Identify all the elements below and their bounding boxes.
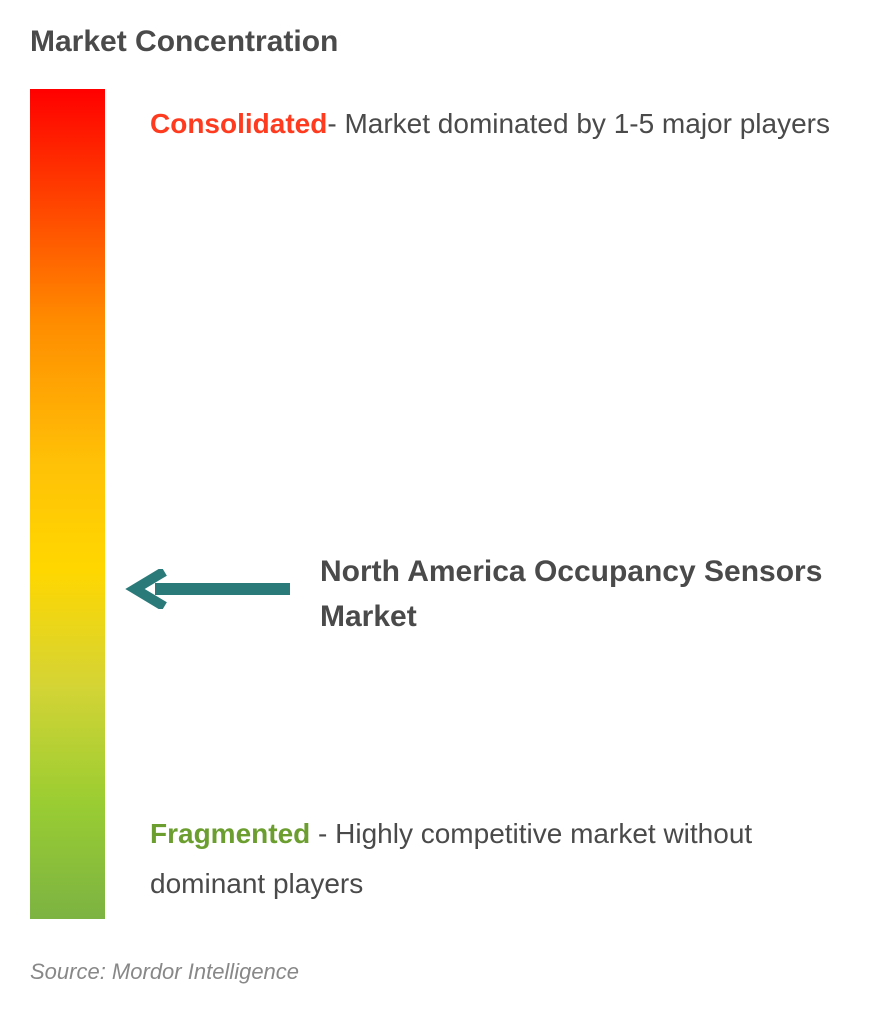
market-name-label: North America Occupancy Sensors Market xyxy=(320,549,880,639)
content-area: Consolidated- Market dominated by 1-5 ma… xyxy=(30,89,866,939)
arrow-icon xyxy=(125,569,295,609)
source-attribution: Source: Mordor Intelligence xyxy=(30,959,299,985)
fragmented-description: Fragmented - Highly competitive market w… xyxy=(150,809,870,910)
concentration-gradient-bar xyxy=(30,89,105,919)
consolidated-desc-text: - Market dominated by 1-5 major players xyxy=(327,108,830,139)
chart-title: Market Concentration xyxy=(30,25,866,59)
consolidated-description: Consolidated- Market dominated by 1-5 ma… xyxy=(150,99,870,149)
consolidated-label: Consolidated xyxy=(150,108,327,139)
fragmented-label: Fragmented xyxy=(150,818,310,849)
position-arrow xyxy=(125,569,295,609)
